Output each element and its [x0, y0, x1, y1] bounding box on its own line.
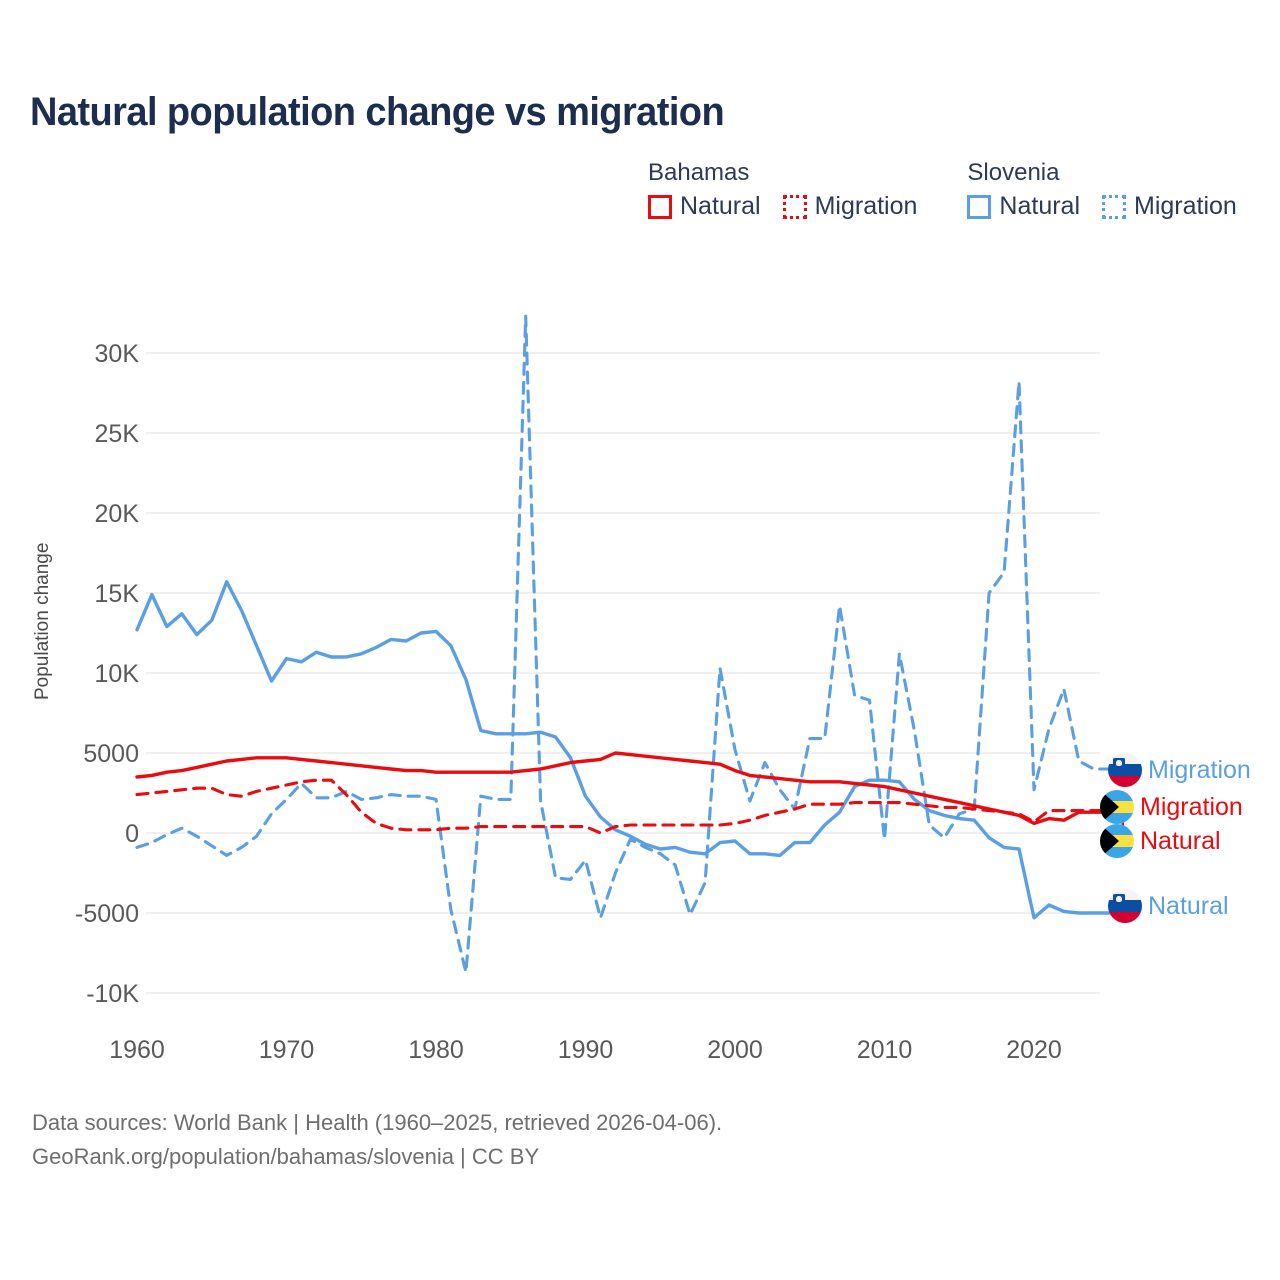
series-end-label-bahamas-migration[interactable]: Migration	[1100, 790, 1243, 824]
y-axis-tick-label: 20K	[95, 500, 140, 528]
legend-item-label: Migration	[814, 192, 918, 221]
legend-item-slovenia-natural[interactable]: Natural	[967, 194, 1080, 219]
y-axis-tick-label: 30K	[95, 340, 140, 368]
chart-footer: Data sources: World Bank | Health (1960–…	[32, 1106, 722, 1174]
y-axis-title: Population change	[32, 543, 53, 700]
legend-swatch-dotted-icon	[1102, 194, 1127, 219]
x-axis-tick-labels: 1960 1970 1980 1990 2000 2010 2020	[109, 1036, 1062, 1064]
series-end-label-slovenia-migration[interactable]: Migration	[1108, 753, 1251, 787]
series-end-label-text: Natural	[1140, 826, 1221, 855]
legend-country-label: Slovenia	[967, 159, 1060, 186]
x-axis-tick-label: 2020	[1006, 1036, 1062, 1064]
x-axis-tick-label: 1990	[558, 1036, 614, 1064]
slovenia-flag-icon	[1108, 889, 1142, 923]
y-axis-tick-label: -5000	[75, 900, 139, 928]
legend-group-bahamas: Bahamas Natural Migration	[648, 159, 917, 219]
legend-item-label: Migration	[1134, 192, 1237, 221]
legend-country-label: Bahamas	[648, 159, 750, 186]
x-axis-tick-label: 1970	[259, 1036, 315, 1064]
y-axis-tick-label: 10K	[95, 660, 140, 688]
legend-swatch-dotted-icon	[782, 194, 807, 219]
x-axis-tick-label: 2010	[857, 1036, 913, 1064]
slovenia-flag-icon	[1108, 753, 1142, 787]
series-end-label-text: Migration	[1148, 755, 1251, 784]
legend-item-label: Natural	[680, 192, 761, 221]
series-end-label-bahamas-natural[interactable]: Natural	[1100, 824, 1221, 858]
series-line-bahamas-migration	[135, 778, 1111, 835]
y-axis-tick-label: 25K	[95, 420, 140, 448]
y-axis-tick-label: 15K	[95, 580, 140, 608]
y-axis-tick-labels: 30K 25K 20K 15K 10K 5000 0 -5000 -10K	[75, 340, 139, 1008]
legend-entries: Natural Migration	[967, 194, 1237, 219]
legend-entries: Natural Migration	[648, 194, 917, 219]
series-end-label-text: Migration	[1140, 792, 1243, 821]
series-lines	[135, 314, 1111, 974]
y-axis-tick-label: -10K	[86, 980, 139, 1008]
x-axis-tick-label: 1980	[408, 1036, 464, 1064]
legend-item-label: Natural	[999, 192, 1081, 221]
x-axis-tick-label: 1960	[109, 1036, 165, 1064]
legend-group-slovenia: Slovenia Natural Migration	[967, 159, 1237, 219]
y-axis-tick-label: 0	[125, 820, 139, 848]
series-line-slovenia-migration	[135, 314, 1111, 974]
bahamas-flag-icon	[1100, 790, 1134, 824]
chart-legend: Bahamas Natural Migration Slovenia Natur…	[648, 159, 1237, 219]
y-axis-tick-label: 5000	[83, 740, 139, 768]
series-end-label-text: Natural	[1148, 891, 1229, 920]
legend-item-slovenia-migration[interactable]: Migration	[1102, 194, 1237, 219]
x-axis-tick-label: 2000	[707, 1036, 763, 1064]
legend-item-bahamas-natural[interactable]: Natural	[648, 194, 761, 219]
series-end-label-slovenia-natural[interactable]: Natural	[1108, 889, 1229, 923]
series-line-bahamas-natural	[135, 751, 1111, 826]
page-title: Natural population change vs migration	[30, 90, 725, 134]
footer-data-sources: Data sources: World Bank | Health (1960–…	[32, 1110, 723, 1135]
bahamas-flag-icon	[1100, 824, 1134, 858]
legend-swatch-solid-icon	[967, 194, 992, 219]
legend-item-bahamas-migration[interactable]: Migration	[782, 192, 918, 221]
legend-swatch-solid-icon	[648, 194, 672, 219]
series-line-slovenia-natural	[135, 580, 1111, 920]
grid-lines	[146, 352, 1100, 994]
footer-attribution: GeoRank.org/population/bahamas/slovenia …	[32, 1144, 540, 1170]
